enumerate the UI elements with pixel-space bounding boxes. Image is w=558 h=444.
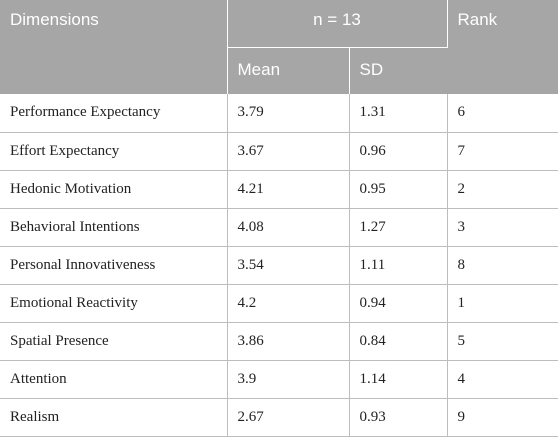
table-header: Dimensions n = 13 Rank Mean SD: [0, 0, 558, 94]
header-row-top: Dimensions n = 13 Rank: [0, 0, 558, 94]
cell-rank: 1: [447, 284, 558, 323]
cell-mean: 3.54: [227, 246, 350, 285]
header-sample-size: n = 13: [227, 0, 448, 48]
cell-sd: 1.27: [349, 208, 448, 247]
cell-sd: 1.11: [349, 246, 448, 285]
cell-sd: 1.14: [349, 360, 448, 399]
cell-rank: 5: [447, 322, 558, 361]
cell-sd: 0.94: [349, 284, 448, 323]
cell-dimension: Behavioral Intentions: [0, 208, 228, 247]
cell-rank: 7: [447, 132, 558, 171]
cell-sd: 1.31: [349, 94, 448, 133]
cell-rank: 9: [447, 398, 558, 437]
cell-mean: 3.86: [227, 322, 350, 361]
table-row: Emotional Reactivity 4.2 0.94 1: [0, 284, 558, 323]
cell-sd: 0.96: [349, 132, 448, 171]
cell-mean: 2.67: [227, 398, 350, 437]
cell-rank: 6: [447, 94, 558, 133]
table-row: Spatial Presence 3.86 0.84 5: [0, 322, 558, 361]
cell-mean: 3.67: [227, 132, 350, 171]
cell-dimension: Hedonic Motivation: [0, 170, 228, 209]
table-row: Personal Innovativeness 3.54 1.11 8: [0, 246, 558, 285]
header-mean: Mean: [227, 47, 350, 94]
cell-mean: 4.08: [227, 208, 350, 247]
cell-dimension: Performance Expectancy: [0, 94, 228, 133]
cell-mean: 4.2: [227, 284, 350, 323]
header-sd: SD: [349, 47, 447, 94]
table-body: Performance Expectancy 3.79 1.31 6 Effort Ex…: [0, 94, 558, 437]
cell-rank: 8: [447, 246, 558, 285]
header-dimensions: Dimensions: [0, 0, 228, 94]
cell-sd: 0.93: [349, 398, 448, 437]
cell-dimension: Spatial Presence: [0, 322, 228, 361]
table-row: Performance Expectancy 3.79 1.31 6: [0, 94, 558, 133]
table-row: Hedonic Motivation 4.21 0.95 2: [0, 170, 558, 209]
cell-rank: 4: [447, 360, 558, 399]
cell-mean: 3.9: [227, 360, 350, 399]
cell-dimension: Realism: [0, 398, 228, 437]
cell-dimension: Emotional Reactivity: [0, 284, 228, 323]
header-rank: Rank: [447, 0, 558, 94]
cell-mean: 4.21: [227, 170, 350, 209]
table-row: Realism 2.67 0.93 9: [0, 398, 558, 437]
table-row: Attention 3.9 1.14 4: [0, 360, 558, 399]
cell-rank: 3: [447, 208, 558, 247]
table-row: Behavioral Intentions 4.08 1.27 3: [0, 208, 558, 247]
header-row-sub: Mean SD: [0, 47, 558, 94]
table-row: Effort Expectancy 3.67 0.96 7: [0, 132, 558, 171]
cell-sd: 0.84: [349, 322, 448, 361]
cell-dimension: Personal Innovativeness: [0, 246, 228, 285]
cell-dimension: Attention: [0, 360, 228, 399]
cell-mean: 3.79: [227, 94, 350, 133]
cell-dimension: Effort Expectancy: [0, 132, 228, 171]
cell-sd: 0.95: [349, 170, 448, 209]
cell-rank: 2: [447, 170, 558, 209]
